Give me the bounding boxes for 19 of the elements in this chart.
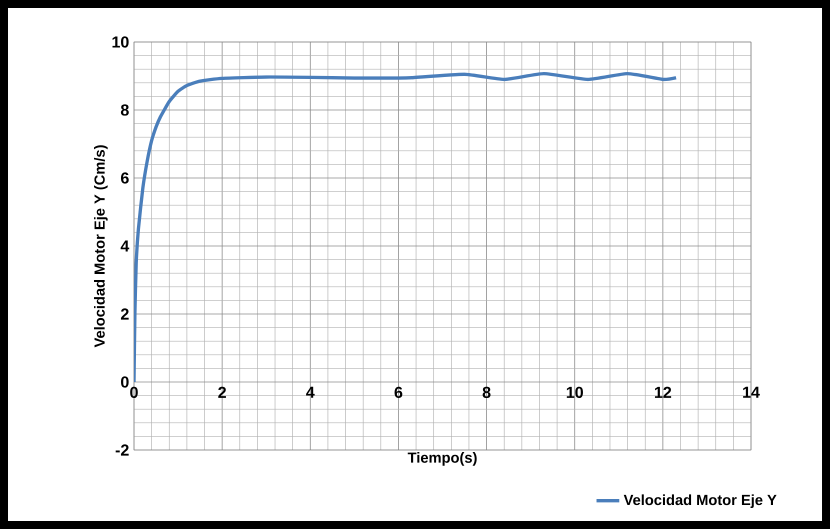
y-tick-label: -2	[116, 444, 129, 456]
y-axis-title: Velocidad Motor Eje Y (Cm/s)	[94, 145, 108, 348]
y-tick-label: 0	[121, 376, 129, 388]
x-tick-label: 10	[566, 386, 583, 398]
legend-label: Velocidad Motor Eje Y	[624, 494, 777, 508]
x-tick-label: 0	[130, 386, 138, 398]
y-tick-label: 4	[120, 240, 130, 252]
y-tick-label: 2	[120, 308, 129, 320]
x-tick-label: 4	[306, 386, 315, 398]
x-tick-label: 12	[654, 386, 672, 398]
x-tick-label: 14	[743, 386, 760, 398]
x-axis-title: Tiempo(s)	[408, 452, 477, 466]
y-tick-label: 6	[120, 172, 129, 184]
y-tick-label: 10	[112, 36, 129, 48]
x-tick-label: 8	[482, 386, 491, 398]
line-series	[134, 72, 678, 384]
x-tick-label: 2	[218, 386, 226, 398]
x-tick-label: 6	[394, 386, 402, 398]
y-tick-label: 8	[120, 104, 129, 116]
